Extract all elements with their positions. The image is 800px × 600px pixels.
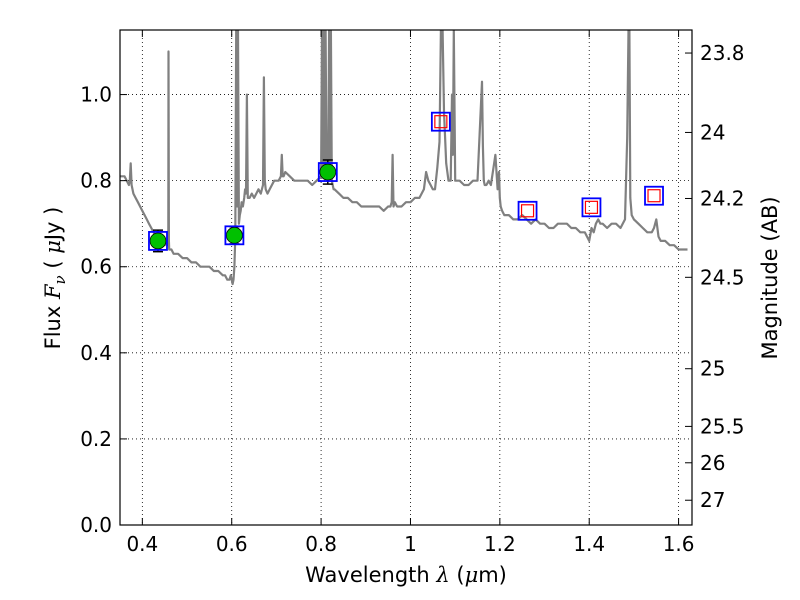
inner-square-marker <box>520 204 535 218</box>
x-tick-label: 1 <box>404 532 417 556</box>
model-box-marker <box>430 111 451 132</box>
model-box-marker <box>224 225 245 246</box>
mag-tick-label: 27 <box>700 488 725 512</box>
model-box-marker <box>644 185 664 206</box>
magnitude-axis-label: Magnitude (AB) <box>758 196 782 359</box>
model-box-marker <box>317 162 338 182</box>
y-axis: 0.0 0.2 0.4 0.6 0.8 1.0 <box>80 83 127 537</box>
y-tick-label: 0.0 <box>80 513 112 537</box>
mag-tick-label: 26 <box>700 451 725 475</box>
mag-tick-label: 24 <box>700 120 725 144</box>
x-tick-label: 0.6 <box>216 532 248 556</box>
x-tick-label: 0.4 <box>126 532 158 556</box>
x-axis: 0.4 0.6 0.8 1 1.2 1.4 1.6 <box>126 30 695 556</box>
y-axis-label: Flux Fν ( μJy ) <box>41 207 69 350</box>
grid-lines <box>120 30 692 526</box>
plot-area <box>120 30 688 286</box>
mag-tick-label: 25.5 <box>700 414 745 438</box>
y-tick-label: 0.6 <box>80 255 112 279</box>
plot-frame <box>119 29 693 526</box>
model-box-marker <box>517 200 538 221</box>
inner-square-marker <box>584 200 599 214</box>
x-tick-label: 1.2 <box>484 532 516 556</box>
mag-tick-label: 25 <box>700 357 725 381</box>
x-tick-label: 0.8 <box>305 532 337 556</box>
model-box-marker <box>581 197 602 218</box>
spectrum-line <box>120 30 688 286</box>
x-tick-label: 1.6 <box>663 532 695 556</box>
mag-tick-label: 24.2 <box>700 186 745 210</box>
observed-point <box>149 232 167 250</box>
photometry-points <box>148 111 664 253</box>
y-tick-label: 0.2 <box>80 427 112 451</box>
inner-square-marker <box>434 115 448 129</box>
mag-tick-label: 24.5 <box>700 265 745 289</box>
y-tick-label: 0.8 <box>80 169 112 193</box>
y-tick-label: 1.0 <box>80 83 112 107</box>
magnitude-axis: 23.8 24 24.2 24.5 25 25.5 26 27 <box>685 41 745 512</box>
x-tick-label: 1.4 <box>573 532 605 556</box>
inner-square-marker <box>647 189 661 203</box>
observed-point <box>319 163 337 181</box>
x-axis-label: Wavelength λ (μm) <box>305 563 507 587</box>
y-tick-label: 0.4 <box>80 341 112 365</box>
mag-tick-label: 23.8 <box>700 41 745 65</box>
observed-point <box>225 226 243 244</box>
model-box-marker <box>148 231 168 251</box>
